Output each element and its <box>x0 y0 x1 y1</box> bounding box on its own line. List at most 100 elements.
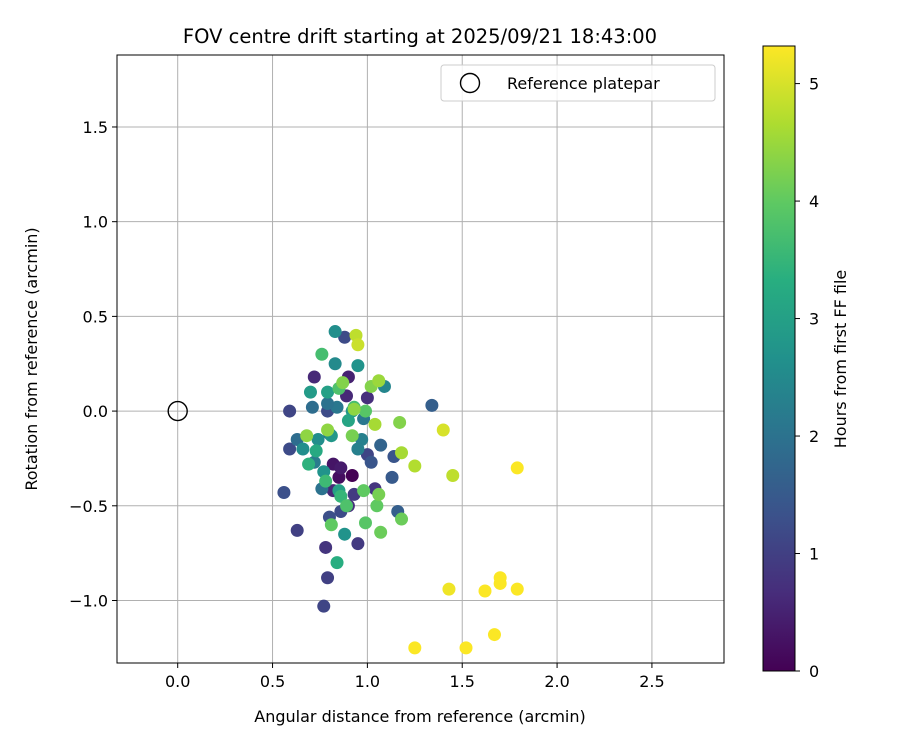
colorbar-tick-label: 0 <box>809 662 819 681</box>
data-point <box>358 516 372 530</box>
data-point <box>374 525 388 539</box>
data-point <box>321 571 335 585</box>
data-point <box>510 461 524 475</box>
colorbar-ticks: 0 1 2 3 4 5 <box>795 75 819 681</box>
data-point <box>357 484 371 498</box>
data-point <box>351 338 365 352</box>
plot-area <box>117 55 724 663</box>
data-point <box>393 415 407 429</box>
data-point <box>360 391 374 405</box>
data-point <box>347 402 361 416</box>
data-point <box>487 628 501 642</box>
data-point <box>321 397 335 411</box>
x-tick-label: 2.5 <box>639 672 664 691</box>
data-point <box>408 641 422 655</box>
plot-frame <box>116 54 725 664</box>
data-point <box>324 518 338 532</box>
data-point <box>372 374 386 388</box>
data-point <box>370 499 384 513</box>
x-tick-label: 2.0 <box>544 672 569 691</box>
data-point <box>283 404 297 418</box>
data-point <box>446 468 460 482</box>
data-point <box>334 489 348 503</box>
legend-reference-marker <box>459 72 481 94</box>
y-axis-label: Rotation from reference (arcmin) <box>22 227 41 490</box>
data-point <box>425 398 439 412</box>
data-point <box>300 429 314 443</box>
data-point <box>408 459 422 473</box>
x-tick-label: 0.0 <box>165 672 190 691</box>
data-point <box>338 330 352 344</box>
colorbar-label: Hours from first FF file <box>831 270 850 449</box>
y-tick-label: −1.0 <box>69 591 108 610</box>
data-point <box>302 457 316 471</box>
data-point <box>317 599 331 613</box>
data-point <box>340 499 354 513</box>
data-point <box>336 376 350 390</box>
y-tick-label: 1.5 <box>83 118 108 137</box>
data-point <box>307 370 321 384</box>
data-point <box>321 385 335 399</box>
x-tick-label: 0.5 <box>260 672 285 691</box>
data-point <box>385 470 399 484</box>
data-point <box>395 446 409 460</box>
data-point <box>493 576 507 590</box>
reference-platepar-marker <box>167 400 188 422</box>
data-point <box>283 442 297 456</box>
y-axis-ticks: −1.0 −0.5 0.0 0.5 1.0 1.5 <box>69 118 117 610</box>
data-point <box>319 474 333 488</box>
x-axis-label: Angular distance from reference (arcmin) <box>254 707 585 726</box>
scatter-points <box>277 325 524 655</box>
data-point <box>395 512 409 526</box>
data-point <box>358 404 372 418</box>
data-point <box>277 486 291 500</box>
data-point <box>351 442 365 456</box>
y-tick-label: 0.5 <box>83 307 108 326</box>
x-tick-label: 1.0 <box>355 672 380 691</box>
data-point <box>338 527 352 541</box>
grid-lines <box>117 55 724 663</box>
colorbar: 0 1 2 3 4 5 Hours from first FF file <box>762 45 850 681</box>
colorbar-tick-label: 1 <box>809 545 819 564</box>
data-point <box>368 417 382 431</box>
data-point <box>478 584 492 598</box>
data-point <box>315 347 329 361</box>
colorbar-tick-label: 4 <box>809 192 819 211</box>
data-point <box>442 582 456 596</box>
data-point <box>351 537 365 551</box>
data-point <box>296 442 310 456</box>
data-point <box>345 429 359 443</box>
data-point <box>374 438 388 452</box>
data-point <box>290 523 304 537</box>
data-point <box>345 468 359 482</box>
colorbar-tick-label: 2 <box>809 427 819 446</box>
data-point <box>328 357 342 371</box>
chart-title: FOV centre drift starting at 2025/09/21 … <box>183 25 657 48</box>
x-axis-ticks: 0.0 0.5 1.0 1.5 2.0 2.5 <box>165 663 665 691</box>
data-point <box>459 641 473 655</box>
legend: Reference platepar <box>440 64 716 102</box>
y-tick-label: 1.0 <box>83 213 108 232</box>
x-tick-label: 1.5 <box>450 672 475 691</box>
data-point <box>436 423 450 437</box>
data-point <box>510 582 524 596</box>
data-point <box>351 359 365 373</box>
data-point <box>305 400 319 414</box>
y-tick-label: −0.5 <box>69 497 108 516</box>
legend-box <box>440 64 716 102</box>
data-point <box>341 414 355 428</box>
data-point <box>334 461 348 475</box>
data-point <box>303 385 317 399</box>
y-tick-label: 0.0 <box>83 402 108 421</box>
colorbar-tick-label: 3 <box>809 310 819 329</box>
colorbar-tick-label: 5 <box>809 75 819 94</box>
data-point <box>372 487 386 501</box>
legend-entry-reference: Reference platepar <box>507 74 660 93</box>
data-point <box>330 556 344 570</box>
data-point <box>309 444 323 458</box>
data-point <box>364 455 378 469</box>
colorbar-gradient <box>762 45 796 672</box>
data-point <box>311 432 325 446</box>
